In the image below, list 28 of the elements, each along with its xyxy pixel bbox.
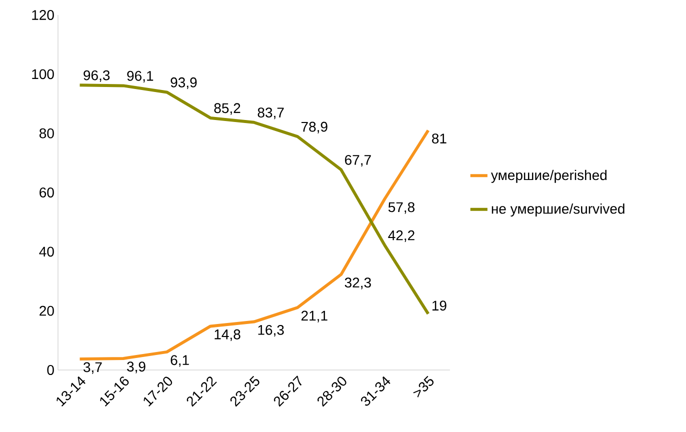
data-label: 67,7 (345, 154, 371, 167)
data-label: 6,1 (170, 355, 189, 367)
x-tick-label: >35 (413, 376, 434, 398)
data-label: 83,7 (258, 108, 284, 120)
y-tick-label: 0 (47, 365, 54, 375)
legend-label: умершие/perished (490, 170, 607, 183)
y-tick-label: 120 (32, 10, 54, 20)
data-label: 96,1 (127, 70, 154, 82)
data-label: 19 (432, 300, 446, 311)
data-label: 78,9 (301, 122, 328, 134)
data-label: 96,3 (84, 70, 110, 82)
data-label: 85,2 (214, 103, 240, 115)
data-label: 3,9 (127, 362, 146, 374)
data-label: 3,7 (84, 362, 102, 374)
data-label: 14,8 (214, 329, 240, 341)
y-tick-label: 20 (40, 306, 54, 316)
data-label: 42,2 (388, 230, 414, 242)
y-tick-label: 80 (40, 128, 54, 138)
y-tick-label: 100 (32, 69, 54, 80)
legend-label: не умершие/survived (492, 203, 624, 217)
data-label: 32,3 (344, 278, 371, 290)
y-tick-label: 60 (40, 188, 54, 198)
data-label: 57,8 (388, 202, 415, 214)
y-tick-label: 40 (39, 246, 54, 257)
data-label: 93,9 (170, 77, 197, 90)
data-label: 21,1 (301, 310, 328, 322)
data-label: 81 (432, 134, 446, 144)
data-label: 16,3 (258, 324, 284, 337)
